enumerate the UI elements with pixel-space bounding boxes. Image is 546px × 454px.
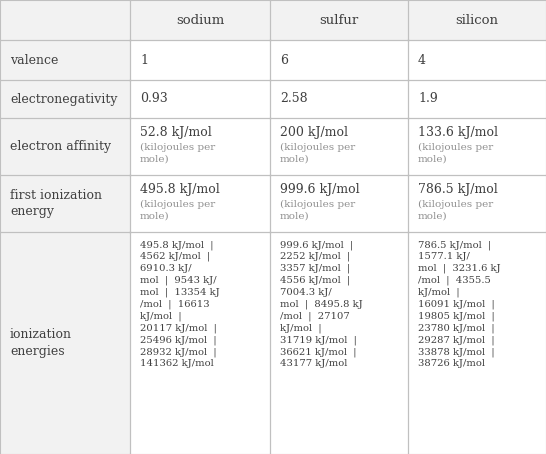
Text: 0.93: 0.93 [140,93,168,105]
Text: 4: 4 [418,54,426,66]
Bar [408,80,546,118]
Text: 786.5 kJ/mol: 786.5 kJ/mol [418,183,498,196]
Bar [130,80,270,118]
Text: electron affinity: electron affinity [10,140,111,153]
Bar [408,118,546,175]
Text: electronegativity: electronegativity [10,93,117,105]
Text: 1.9: 1.9 [418,93,438,105]
Text: sodium: sodium [176,14,224,26]
Bar [270,40,408,80]
Text: 6: 6 [280,54,288,66]
Bar [0,0,130,40]
Text: 495.8 kJ/mol: 495.8 kJ/mol [140,183,219,196]
Bar [270,175,408,232]
Bar [0,232,130,454]
Text: (kilojoules per
mole): (kilojoules per mole) [418,200,493,221]
Bar [0,118,130,175]
Text: first ionization
energy: first ionization energy [10,189,102,218]
Bar [130,40,270,80]
Bar [130,175,270,232]
Text: 1: 1 [140,54,148,66]
Text: 999.6 kJ/mol  |
2252 kJ/mol  |
3357 kJ/mol  |
4556 kJ/mol  |
7004.3 kJ/
mol  |  : 999.6 kJ/mol | 2252 kJ/mol | 3357 kJ/mol… [280,240,363,368]
Bar [408,40,546,80]
Text: (kilojoules per
mole): (kilojoules per mole) [280,143,355,163]
Text: 52.8 kJ/mol: 52.8 kJ/mol [140,126,212,139]
Text: (kilojoules per
mole): (kilojoules per mole) [140,143,215,163]
Bar [130,0,270,40]
Text: 786.5 kJ/mol  |
1577.1 kJ/
mol  |  3231.6 kJ
/mol  |  4355.5
kJ/mol  |
16091 kJ/: 786.5 kJ/mol | 1577.1 kJ/ mol | 3231.6 k… [418,240,501,368]
Bar [270,118,408,175]
Text: sulfur: sulfur [319,14,359,26]
Bar [408,175,546,232]
Bar [130,232,270,454]
Text: ionization
energies: ionization energies [10,328,72,358]
Text: 999.6 kJ/mol: 999.6 kJ/mol [280,183,360,196]
Bar [408,232,546,454]
Bar [0,80,130,118]
Bar [130,118,270,175]
Text: (kilojoules per
mole): (kilojoules per mole) [280,200,355,221]
Text: silicon: silicon [455,14,498,26]
Text: valence: valence [10,54,58,66]
Text: 495.8 kJ/mol  |
4562 kJ/mol  |
6910.3 kJ/
mol  |  9543 kJ/
mol  |  13354 kJ
/mol: 495.8 kJ/mol | 4562 kJ/mol | 6910.3 kJ/ … [140,240,219,368]
Bar [0,40,130,80]
Text: 200 kJ/mol: 200 kJ/mol [280,126,348,139]
Bar [408,0,546,40]
Bar [270,80,408,118]
Text: 133.6 kJ/mol: 133.6 kJ/mol [418,126,498,139]
Bar [270,232,408,454]
Text: (kilojoules per
mole): (kilojoules per mole) [140,200,215,221]
Bar [270,0,408,40]
Text: (kilojoules per
mole): (kilojoules per mole) [418,143,493,163]
Text: 2.58: 2.58 [280,93,307,105]
Bar [0,175,130,232]
